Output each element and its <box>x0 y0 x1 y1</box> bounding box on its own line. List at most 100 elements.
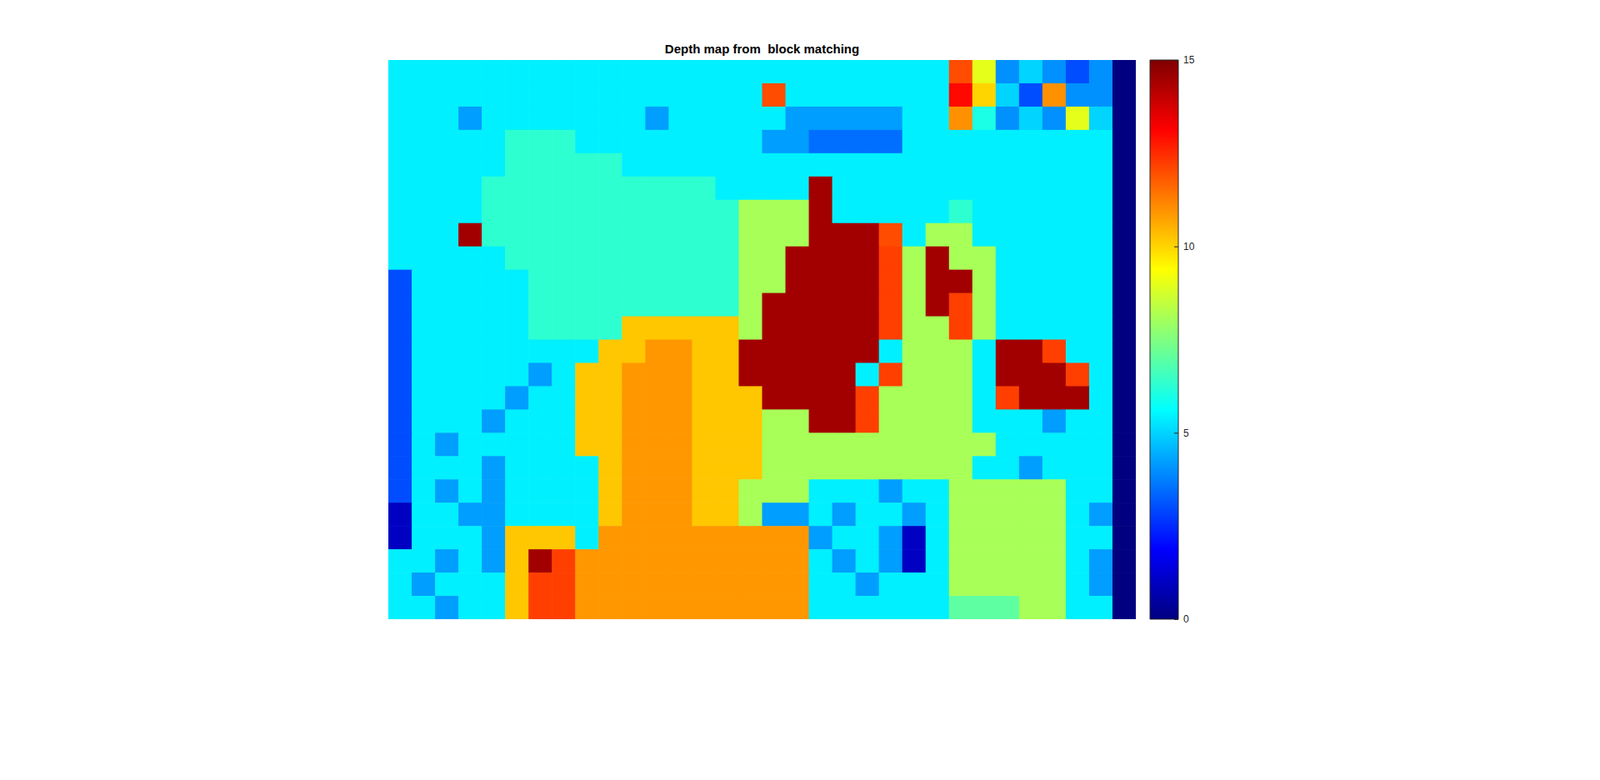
cell <box>645 200 670 225</box>
cell <box>481 340 506 365</box>
cell <box>949 340 974 365</box>
cell <box>715 316 740 341</box>
cell <box>691 200 716 225</box>
cell <box>598 362 623 387</box>
cell <box>902 316 927 341</box>
cell <box>832 106 857 131</box>
cell <box>785 316 810 341</box>
cell <box>1089 409 1114 434</box>
cell <box>1019 340 1044 365</box>
cell <box>528 270 553 295</box>
cell <box>645 340 670 365</box>
cell <box>575 595 600 620</box>
cell <box>411 502 436 527</box>
cell <box>785 270 810 295</box>
cell <box>785 293 810 318</box>
cell <box>388 316 413 341</box>
cell <box>551 595 576 620</box>
cell <box>1112 409 1136 434</box>
cell <box>902 223 927 248</box>
cell <box>1042 432 1067 457</box>
cell <box>1065 409 1090 434</box>
cell <box>668 223 693 248</box>
cell <box>528 572 553 597</box>
cell <box>995 409 1020 434</box>
cell <box>832 176 857 201</box>
cell <box>995 595 1020 620</box>
cell <box>879 223 904 248</box>
cell <box>505 549 530 574</box>
cell <box>738 83 763 108</box>
cell <box>411 246 436 271</box>
cell <box>1065 293 1090 318</box>
cell <box>925 223 950 248</box>
cell <box>1112 60 1136 85</box>
cell <box>879 106 904 131</box>
cell <box>972 83 997 108</box>
cell <box>435 340 460 365</box>
cell <box>575 153 600 178</box>
cell <box>1019 502 1044 527</box>
cell <box>481 479 506 504</box>
cell <box>902 432 927 457</box>
cell <box>785 176 810 201</box>
chart: Depth map from block matching051015 <box>0 0 1600 780</box>
cell <box>738 106 763 131</box>
cell <box>762 572 787 597</box>
cell <box>1019 572 1044 597</box>
cell <box>598 153 623 178</box>
cell <box>972 293 997 318</box>
cell <box>388 246 413 271</box>
cell <box>551 293 576 318</box>
cell <box>995 549 1020 574</box>
cell <box>505 200 530 225</box>
cell <box>528 293 553 318</box>
cell <box>972 153 997 178</box>
cell <box>411 176 436 201</box>
cell <box>388 340 413 365</box>
cell <box>738 293 763 318</box>
cell <box>995 246 1020 271</box>
cell <box>505 409 530 434</box>
cell <box>832 549 857 574</box>
cell <box>621 595 646 620</box>
cell <box>645 572 670 597</box>
cell <box>551 385 576 410</box>
cell <box>458 479 483 504</box>
cell <box>551 176 576 201</box>
cell <box>738 340 763 365</box>
cell <box>1042 316 1067 341</box>
cell <box>1112 455 1136 480</box>
cell <box>481 293 506 318</box>
cell <box>1042 130 1067 155</box>
cell <box>691 316 716 341</box>
cell <box>1112 200 1136 225</box>
cell <box>809 223 834 248</box>
cell <box>598 200 623 225</box>
cell <box>925 502 950 527</box>
cell <box>949 200 974 225</box>
cell <box>435 316 460 341</box>
cell <box>925 525 950 550</box>
cell <box>481 409 506 434</box>
tick: 15 <box>1174 54 1195 66</box>
cell <box>668 409 693 434</box>
cell <box>972 223 997 248</box>
cell <box>785 200 810 225</box>
cell <box>1089 316 1114 341</box>
cell <box>1042 200 1067 225</box>
cell <box>575 130 600 155</box>
cell <box>1112 223 1136 248</box>
cell <box>972 455 997 480</box>
tick-mark <box>1174 432 1179 434</box>
cell <box>715 340 740 365</box>
cell <box>1065 130 1090 155</box>
cell <box>949 316 974 341</box>
cell <box>598 293 623 318</box>
cell <box>691 106 716 131</box>
cell <box>1065 60 1090 85</box>
cell <box>1112 595 1136 620</box>
cell <box>458 595 483 620</box>
cell <box>458 293 483 318</box>
cell <box>458 362 483 387</box>
